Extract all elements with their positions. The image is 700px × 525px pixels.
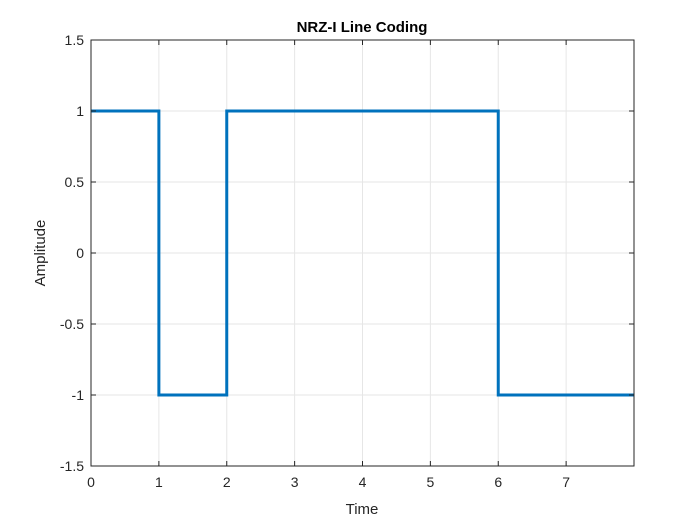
x-tick-label: 2 — [223, 474, 231, 490]
series-layer — [91, 109, 634, 397]
x-tick-label: 6 — [494, 474, 502, 490]
y-axis-ticks: -1.5 -1 -0.5 0 0.5 1 1.5 — [60, 32, 634, 474]
x-axis-ticks: 0 1 2 3 4 5 6 7 — [87, 40, 570, 490]
x-tick-label: 3 — [291, 474, 299, 490]
x-tick-label: 5 — [426, 474, 434, 490]
chart-title: NRZ-I Line Coding — [297, 19, 428, 36]
y-tick-label: -0.5 — [60, 316, 84, 332]
y-tick-label: 0 — [76, 245, 84, 261]
y-tick-label: 1 — [76, 103, 84, 119]
series-line — [91, 109, 634, 397]
y-tick-label: -1.5 — [60, 458, 84, 474]
y-tick-label: 0.5 — [65, 174, 85, 190]
x-tick-label: 0 — [87, 474, 95, 490]
x-tick-label: 7 — [562, 474, 570, 490]
y-tick-label: -1 — [72, 387, 85, 403]
x-axis-label: Time — [346, 501, 379, 518]
y-tick-label: 1.5 — [65, 32, 85, 48]
x-tick-label: 4 — [359, 474, 367, 490]
y-axis-label: Amplitude — [32, 220, 49, 287]
x-tick-label: 1 — [155, 474, 163, 490]
